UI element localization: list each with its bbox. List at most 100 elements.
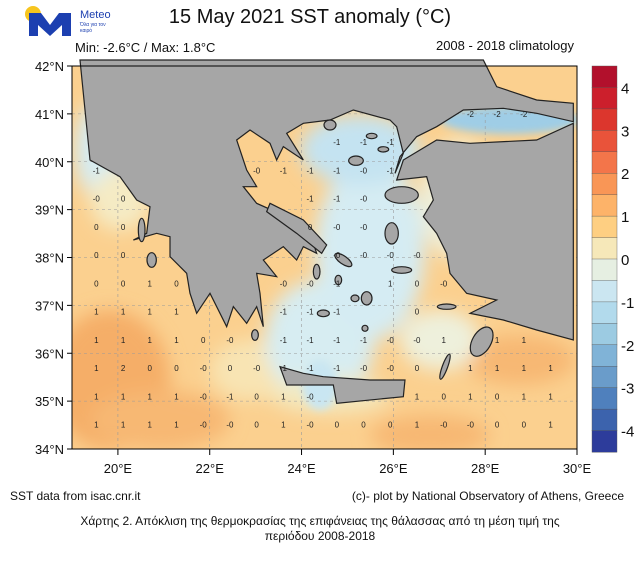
anomaly-value-label: -0 xyxy=(333,251,341,260)
land-rhodes xyxy=(466,323,498,360)
colorbar-bin xyxy=(591,280,618,303)
land-samothrace xyxy=(378,147,389,152)
anomaly-value-label: 0 xyxy=(415,279,420,288)
anomaly-value-label: 0 xyxy=(201,336,206,345)
anomaly-value-label: 2 xyxy=(121,364,126,373)
anomaly-value-label: 1 xyxy=(522,392,527,401)
anomaly-value-label: 1 xyxy=(415,392,420,401)
colorbar-bin xyxy=(591,194,618,217)
anomaly-value-label: -0 xyxy=(253,166,261,175)
anomaly-value-label: 1 xyxy=(94,392,99,401)
colorbar-bin xyxy=(591,301,618,324)
land-samos xyxy=(392,267,412,274)
anomaly-value-label: -1 xyxy=(360,138,368,147)
caption-line-1: Χάρτης 2. Απόκλιση της θερμοκρασίας της … xyxy=(80,514,560,528)
axes: 42°N 41°N 40°N 39°N 38°N 37°N 36°N 35°N 34°N 20°E… xyxy=(35,59,592,476)
colorbar-tick-label: 1 xyxy=(621,209,629,226)
anomaly-value-label: -1 xyxy=(280,336,288,345)
logo-name: Meteo xyxy=(80,9,111,21)
anomaly-value-label: -0 xyxy=(280,279,288,288)
logo xyxy=(25,6,71,36)
anomaly-value-label: 0 xyxy=(415,364,420,373)
anomaly-value-label: 0 xyxy=(228,364,233,373)
anomaly-value-label: 0 xyxy=(335,421,340,430)
anomaly-value-label: -0 xyxy=(387,251,395,260)
lat-tick-label: 38°N xyxy=(35,251,64,266)
colorbar-bin xyxy=(591,366,618,389)
land-turkey xyxy=(397,123,574,340)
anomaly-value-label: -1 xyxy=(93,166,101,175)
anomaly-value-label: 1 xyxy=(522,336,527,345)
land-kefalonia xyxy=(147,253,156,268)
land-paros xyxy=(351,295,359,302)
anomaly-value-label: -1 xyxy=(307,364,315,373)
anomaly-value-label: -0 xyxy=(93,195,101,204)
colorbar-bin xyxy=(591,323,618,346)
lat-tick-label: 36°N xyxy=(35,346,64,361)
logo-tagline: Όλα για τον καιρό xyxy=(80,22,106,34)
anomaly-value-label: -1 xyxy=(226,392,234,401)
colorbar-tick-label: 2 xyxy=(621,166,629,183)
anomaly-value-label: -0 xyxy=(360,166,368,175)
anomaly-value-label: -0 xyxy=(413,336,421,345)
anomaly-value-label: 0 xyxy=(121,223,126,232)
anomaly-value-label: 1 xyxy=(148,392,153,401)
land-limnos xyxy=(349,156,364,165)
anomaly-value-label: -1 xyxy=(333,364,341,373)
min-max-label: Min: -2.6°C / Max: 1.8°C xyxy=(75,40,216,55)
anomaly-value-label: -1 xyxy=(333,308,341,317)
anomaly-value-label: 1 xyxy=(281,421,286,430)
land-corfu xyxy=(138,218,145,241)
anomaly-value-label: 1 xyxy=(495,336,500,345)
anomaly-value-label: -0 xyxy=(226,336,234,345)
lon-tick-label: 24°E xyxy=(287,461,316,476)
anomaly-value-label: 1 xyxy=(174,392,179,401)
anomaly-value-label: -1 xyxy=(360,336,368,345)
land-milos xyxy=(317,310,329,317)
anomaly-value-label: 0 xyxy=(121,195,126,204)
anomaly-value-label: -1 xyxy=(307,195,315,204)
anomaly-value-label: 0 xyxy=(174,364,179,373)
land-imbros xyxy=(366,133,377,138)
anomaly-value-label: 0 xyxy=(388,421,393,430)
anomaly-value-label: -1 xyxy=(280,308,288,317)
colorbar-tick-label: -3 xyxy=(621,381,634,398)
anomaly-value-label: 0 xyxy=(415,308,420,317)
land-karpathos xyxy=(438,353,452,380)
anomaly-value-label: 1 xyxy=(548,392,553,401)
land-naxos xyxy=(361,292,372,305)
anomaly-value-label: 1 xyxy=(468,364,473,373)
logo-m-icon xyxy=(29,13,71,36)
anomaly-value-label: -0 xyxy=(413,251,421,260)
colorbar-bin xyxy=(591,258,618,281)
colorbar-bin xyxy=(591,215,618,239)
anomaly-value-label: -1 xyxy=(333,195,341,204)
anomaly-labels: -2 -2 -2 -1 -1 -1 -1 -0 -1 -1 -1 -0 -1 -0 0 -1 -1 -0 0 0 0 -0… xyxy=(93,110,554,430)
anomaly-value-label: -2 xyxy=(494,110,502,119)
anomaly-value-label: -0 xyxy=(253,364,261,373)
anomaly-value-label: 1 xyxy=(468,392,473,401)
page-title: 15 May 2021 SST anomaly (°C) xyxy=(168,6,452,28)
anomaly-value-label: -0 xyxy=(307,392,315,401)
land-andros xyxy=(313,264,320,279)
anomaly-value-label: 0 xyxy=(441,392,446,401)
anomaly-value-label: 1 xyxy=(441,336,446,345)
anomaly-value-label: 1 xyxy=(121,421,126,430)
anomaly-value-label: 1 xyxy=(121,308,126,317)
colorbar-tick-label: 3 xyxy=(621,123,629,140)
anomaly-value-label: -0 xyxy=(200,421,208,430)
anomaly-value-label: -1 xyxy=(333,279,341,288)
anomaly-value-label: -0 xyxy=(360,251,368,260)
anomaly-value-label: 1 xyxy=(94,308,99,317)
lat-tick-label: 34°N xyxy=(35,442,64,457)
anomaly-value-label: 0 xyxy=(121,279,126,288)
anomaly-value-label: -2 xyxy=(467,110,475,119)
lon-tick-label: 20°E xyxy=(104,461,133,476)
anomaly-value-label: 0 xyxy=(254,392,259,401)
land-evia xyxy=(267,203,327,253)
anomaly-value-label: 1 xyxy=(174,308,179,317)
anomaly-value-label: 0 xyxy=(94,223,99,232)
anomaly-value-label: -0 xyxy=(387,364,395,373)
anomaly-value-label: 0 xyxy=(174,279,179,288)
